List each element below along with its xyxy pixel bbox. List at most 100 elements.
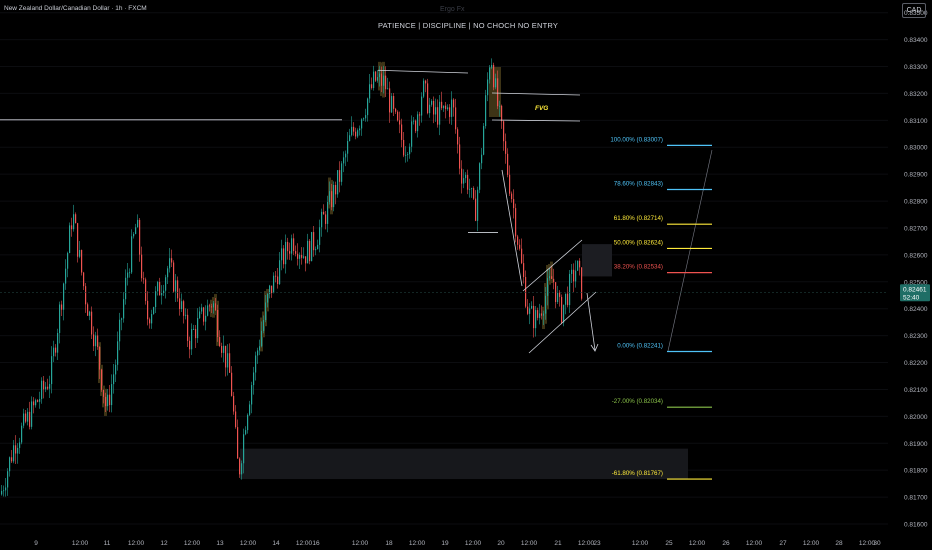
candle [257, 347, 259, 364]
candle [266, 288, 269, 312]
candle [443, 105, 445, 112]
x-tick-label: 12:00 [521, 540, 538, 547]
candle [501, 104, 503, 129]
symbol-title: New Zealand Dollar/Canadian Dollar · 1h … [4, 5, 147, 12]
candle [559, 290, 561, 307]
candle [237, 419, 239, 459]
candle [293, 233, 295, 256]
currency-button[interactable]: CAD [902, 3, 926, 18]
x-tick-label: 13 [216, 540, 224, 547]
fib-retracement: 100.00% (0.83007) 78.60% (0.82843) 61.80% … [610, 136, 713, 480]
candle [201, 303, 203, 315]
candle [489, 64, 491, 84]
candle [453, 98, 455, 117]
candle [53, 340, 55, 363]
candle [485, 89, 487, 129]
candle [139, 217, 141, 262]
candle [515, 203, 517, 243]
candle [57, 328, 59, 361]
candle [407, 151, 409, 162]
candle [264, 291, 267, 327]
candle [91, 306, 93, 339]
candle [323, 204, 325, 215]
candle [337, 170, 339, 198]
x-tick-label: 12:00 [296, 540, 313, 547]
y-tick-label: 0.81800 [904, 468, 928, 475]
candle [495, 73, 497, 90]
y-tick-label: 0.82400 [904, 306, 928, 313]
candle [279, 252, 281, 285]
candle [365, 108, 367, 122]
candle [395, 107, 397, 115]
candle [461, 160, 463, 194]
candle [175, 274, 177, 302]
candle [553, 268, 555, 290]
candle [100, 364, 103, 396]
candle [79, 240, 81, 259]
candle [37, 399, 39, 403]
candle [239, 457, 241, 478]
x-tick-label: 12:00 [72, 540, 89, 547]
candle [327, 195, 329, 233]
candle [467, 169, 469, 195]
y-tick-label: 0.83300 [904, 64, 928, 71]
candle [299, 252, 301, 270]
candle [33, 397, 35, 414]
x-tick-label: 12:00 [240, 540, 257, 547]
candle [435, 98, 437, 122]
fib-label: 50.00% (0.82624) [614, 239, 663, 246]
candle [195, 325, 197, 349]
candle [581, 267, 583, 301]
candle [141, 246, 143, 282]
candle [451, 91, 453, 125]
candle [355, 127, 357, 140]
candle [523, 254, 525, 284]
candle [419, 111, 421, 126]
candle [281, 239, 283, 271]
candle [93, 326, 95, 352]
candle [411, 115, 413, 153]
candle [297, 243, 299, 266]
fvg-label: FVG [535, 105, 548, 112]
candle [97, 328, 99, 350]
candle [283, 245, 285, 269]
y-tick-label: 0.82800 [904, 199, 928, 206]
candle [25, 409, 27, 424]
candle [151, 309, 153, 329]
candle [5, 478, 7, 497]
candle [59, 301, 61, 344]
time-axis: 9 12:00 11 12:00 12 12:00 13 12:00 14 12:00 16 12:0… [34, 540, 881, 547]
candle [311, 231, 313, 262]
candle [3, 485, 5, 497]
y-tick-label: 0.82200 [904, 360, 928, 367]
candle-series [1, 58, 583, 497]
fib-label: 61.80% (0.82714) [614, 215, 663, 222]
fib-label: -61.80% (0.81767) [612, 470, 663, 477]
candle [221, 342, 223, 358]
candle [9, 456, 11, 477]
candle [251, 381, 253, 414]
x-tick-label: 12:00 [803, 540, 820, 547]
candle [212, 297, 215, 318]
y-tick-label: 0.81600 [904, 522, 928, 529]
candle [269, 284, 271, 299]
candle [463, 169, 465, 189]
candle [361, 118, 363, 136]
candle [557, 285, 559, 305]
candle [247, 413, 249, 434]
candle [199, 306, 201, 319]
y-tick-label: 0.82100 [904, 387, 928, 394]
candle [325, 210, 327, 230]
candle [429, 97, 431, 118]
fib-level: 38.20% (0.82534) [614, 264, 712, 274]
candle [393, 93, 395, 117]
x-tick-label: 12:00 [465, 540, 482, 547]
candle [119, 312, 121, 351]
y-tick-label: 0.82500 [904, 279, 928, 286]
candle [29, 401, 31, 430]
candle [473, 186, 475, 200]
candle [303, 247, 305, 259]
candle [131, 229, 133, 274]
